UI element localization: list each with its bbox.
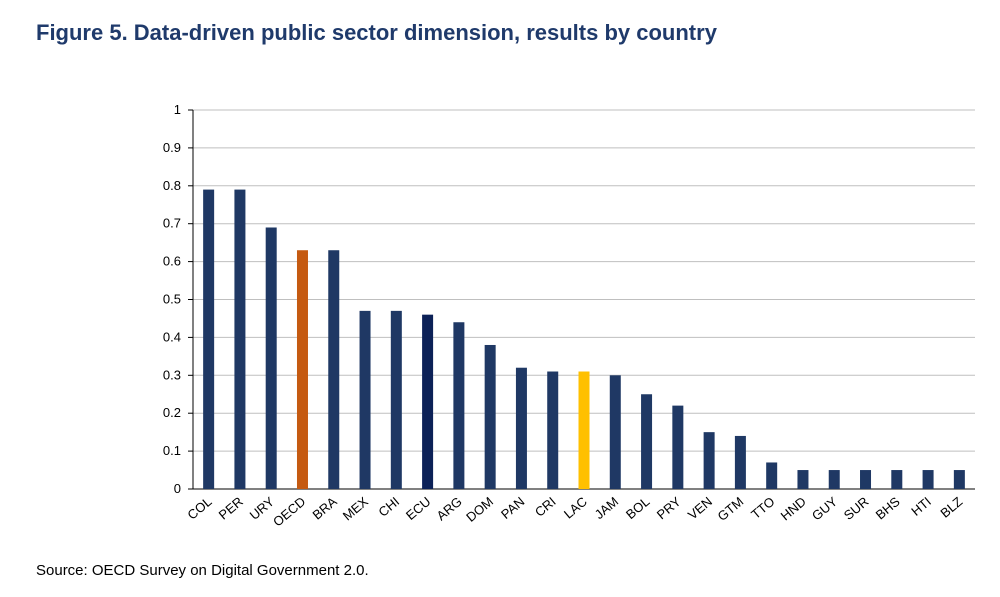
x-tick-label: LAC <box>561 494 590 522</box>
bar-bol <box>641 394 653 489</box>
y-tick-label: 0.9 <box>163 140 181 155</box>
bar-bra <box>328 250 340 489</box>
bar-jam <box>609 375 621 489</box>
x-tick-label: BLZ <box>937 494 965 521</box>
x-tick-label: BRA <box>310 494 340 523</box>
bar-pry <box>672 405 684 489</box>
x-tick-label: GUY <box>809 494 840 524</box>
x-tick-label: CHI <box>375 494 402 520</box>
x-tick-label: BOL <box>623 494 653 522</box>
x-tick-label: COL <box>184 494 214 523</box>
x-tick-label: CRI <box>532 494 559 520</box>
x-tick-label: PRY <box>654 494 684 523</box>
bar-dom <box>484 344 496 489</box>
x-tick-label: MEX <box>340 494 371 524</box>
bar-cri <box>547 371 559 489</box>
y-tick-label: 0.1 <box>163 443 181 458</box>
x-tick-label: PER <box>216 494 246 523</box>
bar-ven <box>703 432 715 489</box>
bar-blz <box>953 470 965 489</box>
bar-mex <box>359 310 371 489</box>
x-tick-label: HND <box>778 494 809 524</box>
bar-gtm <box>734 435 746 489</box>
bar-ecu <box>422 314 434 489</box>
bar-pan <box>515 367 527 489</box>
bar-chi <box>390 310 402 489</box>
y-tick-label: 1 <box>174 102 181 117</box>
bar-guy <box>828 470 840 489</box>
x-tick-label: ARG <box>434 494 465 524</box>
y-tick-label: 0.8 <box>163 178 181 193</box>
bar-hti <box>922 470 934 489</box>
x-tick-label: PAN <box>498 494 527 522</box>
x-tick-label: DOM <box>463 494 496 525</box>
bar-sur <box>860 470 872 489</box>
y-tick-label: 0.2 <box>163 405 181 420</box>
x-tick-label: ECU <box>403 494 434 523</box>
x-tick-label: BHS <box>873 494 903 523</box>
bar-tto <box>766 462 778 489</box>
y-tick-label: 0.3 <box>163 367 181 382</box>
x-tick-label: SUR <box>841 494 872 523</box>
bar-oecd <box>296 250 308 489</box>
bar-bhs <box>891 470 903 489</box>
x-tick-label: HTI <box>908 494 934 519</box>
x-tick-label: GTM <box>715 494 747 524</box>
x-tick-label: VEN <box>685 494 715 523</box>
bar-col <box>203 189 215 489</box>
bar-ury <box>265 227 277 490</box>
y-tick-label: 0.7 <box>163 216 181 231</box>
bar-arg <box>453 322 465 489</box>
x-tick-label: OECD <box>270 494 308 530</box>
y-tick-label: 0.4 <box>163 329 181 344</box>
x-tick-label: JAM <box>592 494 622 522</box>
y-tick-label: 0.5 <box>163 292 181 307</box>
source-note: Source: OECD Survey on Digital Governmen… <box>36 562 369 579</box>
bar-hnd <box>797 470 809 489</box>
bar-per <box>234 189 246 489</box>
bar-lac <box>578 371 590 489</box>
y-tick-label: 0 <box>174 481 181 496</box>
chart-title: Figure 5. Data-driven public sector dime… <box>36 20 717 45</box>
x-tick-label: TTO <box>748 494 777 522</box>
y-tick-label: 0.6 <box>163 254 181 269</box>
